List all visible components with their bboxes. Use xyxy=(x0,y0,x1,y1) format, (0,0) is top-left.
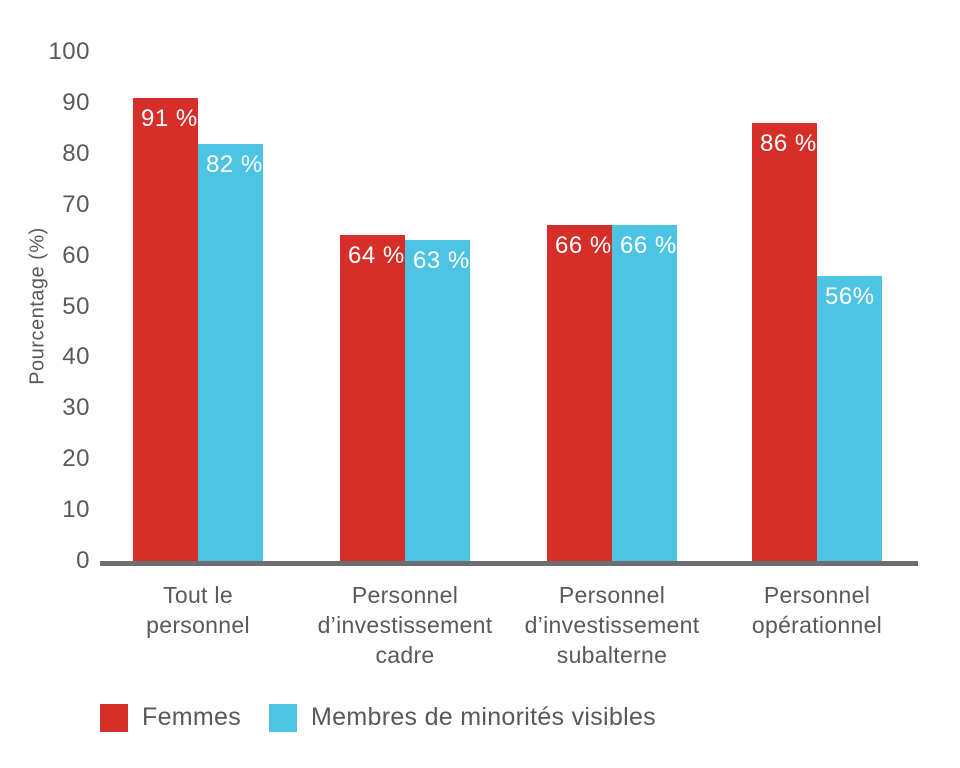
bar-value-label: 66 % xyxy=(620,232,677,260)
bar-femmes-group4: 86 % xyxy=(752,123,817,561)
x-axis-category-label-2: Personnel d’investissement cadre xyxy=(255,580,555,670)
bar-minorites-visibles-group4: 56% xyxy=(817,275,882,561)
legend-item-minorites-visibles: Membres de minorités visibles xyxy=(269,703,656,732)
x-axis-category-line: Personnel xyxy=(351,582,459,608)
y-tick-label-90: 90 xyxy=(62,88,90,116)
legend: Femmes Membres de minorités visibles xyxy=(100,703,656,732)
x-axis-category-line: subalterne xyxy=(556,642,668,668)
x-axis-category-label-4: Personnel opérationnel xyxy=(667,580,960,640)
x-axis-category-line: d’investissement xyxy=(524,612,700,638)
bar-value-label: 66 % xyxy=(555,232,612,260)
y-tick-label-70: 70 xyxy=(62,190,90,218)
x-axis-category-line: d’investissement xyxy=(317,612,493,638)
legend-swatch-minorites-visibles xyxy=(269,703,298,732)
legend-item-femmes: Femmes xyxy=(100,703,241,732)
y-tick-label-100: 100 xyxy=(48,38,90,65)
y-tick-label-60: 60 xyxy=(62,241,90,269)
y-tick-label-20: 20 xyxy=(62,445,90,473)
bar-value-label: 91 % xyxy=(141,104,198,132)
legend-label-minorites-visibles: Membres de minorités visibles xyxy=(311,703,656,731)
x-axis-category-line: personnel xyxy=(146,612,250,638)
bar-value-label: 64 % xyxy=(348,242,405,270)
y-tick-label-40: 40 xyxy=(62,343,90,371)
y-tick-label-0: 0 xyxy=(76,547,90,574)
x-axis-labels: Tout le personnel Personnel d’investissemen… xyxy=(0,580,960,690)
x-axis-category-line: Personnel xyxy=(558,582,666,608)
x-axis-line xyxy=(100,561,918,566)
legend-label-femmes: Femmes xyxy=(142,703,242,731)
y-tick-label-10: 10 xyxy=(62,496,90,524)
bar-value-label: 86 % xyxy=(760,130,817,158)
x-axis-category-line: Personnel xyxy=(763,582,871,608)
x-axis-category-line: opérationnel xyxy=(751,612,883,638)
bar-minorites-visibles-group3: 66 % xyxy=(612,225,677,561)
legend-swatch-femmes xyxy=(100,703,128,732)
y-tick-label-50: 50 xyxy=(62,292,90,320)
x-axis-category-label-1: Tout le personnel xyxy=(48,580,348,640)
bar-minorites-visibles-group2: 63 % xyxy=(405,240,470,561)
bar-femmes-group3: 66 % xyxy=(547,225,612,561)
y-tick-label-30: 30 xyxy=(62,394,90,422)
x-axis-category-line: cadre xyxy=(375,642,435,668)
bar-value-label: 82 % xyxy=(206,150,263,178)
bar-minorites-visibles-group1: 82 % xyxy=(198,143,263,561)
x-axis-category-line: Tout le xyxy=(163,582,233,608)
x-axis-category-label-3: Personnel d’investissement subalterne xyxy=(462,580,762,670)
y-tick-label-80: 80 xyxy=(62,139,90,167)
bar-femmes-group1: 91 % xyxy=(133,97,198,561)
bar-value-label: 56% xyxy=(825,282,875,310)
bar-value-label: 63 % xyxy=(413,247,470,275)
bar-femmes-group2: 64 % xyxy=(340,235,405,561)
